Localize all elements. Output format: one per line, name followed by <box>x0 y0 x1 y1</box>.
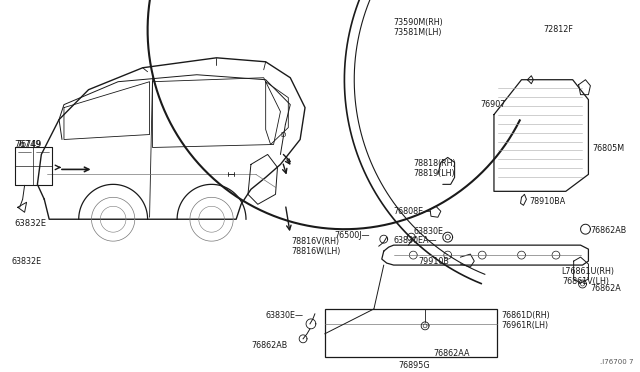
Text: 79910B: 79910B <box>418 257 449 266</box>
Text: 63830E: 63830E <box>413 227 444 236</box>
Text: .I76700 7: .I76700 7 <box>600 359 634 365</box>
Text: 76749: 76749 <box>17 140 42 148</box>
Text: 76749: 76749 <box>15 140 42 148</box>
Text: D: D <box>281 132 286 138</box>
Bar <box>324 309 497 357</box>
Text: 78816W(LH): 78816W(LH) <box>291 247 340 256</box>
Text: 76862AB: 76862AB <box>590 226 627 235</box>
Text: 63832E: 63832E <box>15 219 47 228</box>
Text: 73590M(RH): 73590M(RH) <box>394 18 444 27</box>
Text: 76961R(LH): 76961R(LH) <box>502 321 549 330</box>
Text: 78816V(RH): 78816V(RH) <box>291 237 339 246</box>
Text: 76862AA: 76862AA <box>433 349 470 358</box>
Text: 78819(LH): 78819(LH) <box>413 169 455 179</box>
Text: 76907: 76907 <box>480 100 506 109</box>
Text: L76861U(RH): L76861U(RH) <box>561 267 614 276</box>
Text: 72812F: 72812F <box>543 25 573 34</box>
Text: 76808E—: 76808E— <box>394 207 432 216</box>
Text: 63830E—: 63830E— <box>266 311 303 320</box>
Text: 76862A: 76862A <box>590 284 621 293</box>
Text: 76861D(RH): 76861D(RH) <box>502 311 550 320</box>
Text: 63830EA—: 63830EA— <box>394 236 437 245</box>
Text: 76861V(LH): 76861V(LH) <box>563 277 610 286</box>
Text: 78910BA: 78910BA <box>529 197 566 206</box>
Text: 76805M: 76805M <box>593 144 625 154</box>
Text: 63832E: 63832E <box>12 257 42 266</box>
Text: 76862AB: 76862AB <box>251 341 287 350</box>
Text: 78818(RH): 78818(RH) <box>413 160 456 169</box>
Text: 76895G: 76895G <box>399 361 430 370</box>
Text: 73581M(LH): 73581M(LH) <box>394 28 442 37</box>
Text: 76500J—: 76500J— <box>335 231 370 240</box>
